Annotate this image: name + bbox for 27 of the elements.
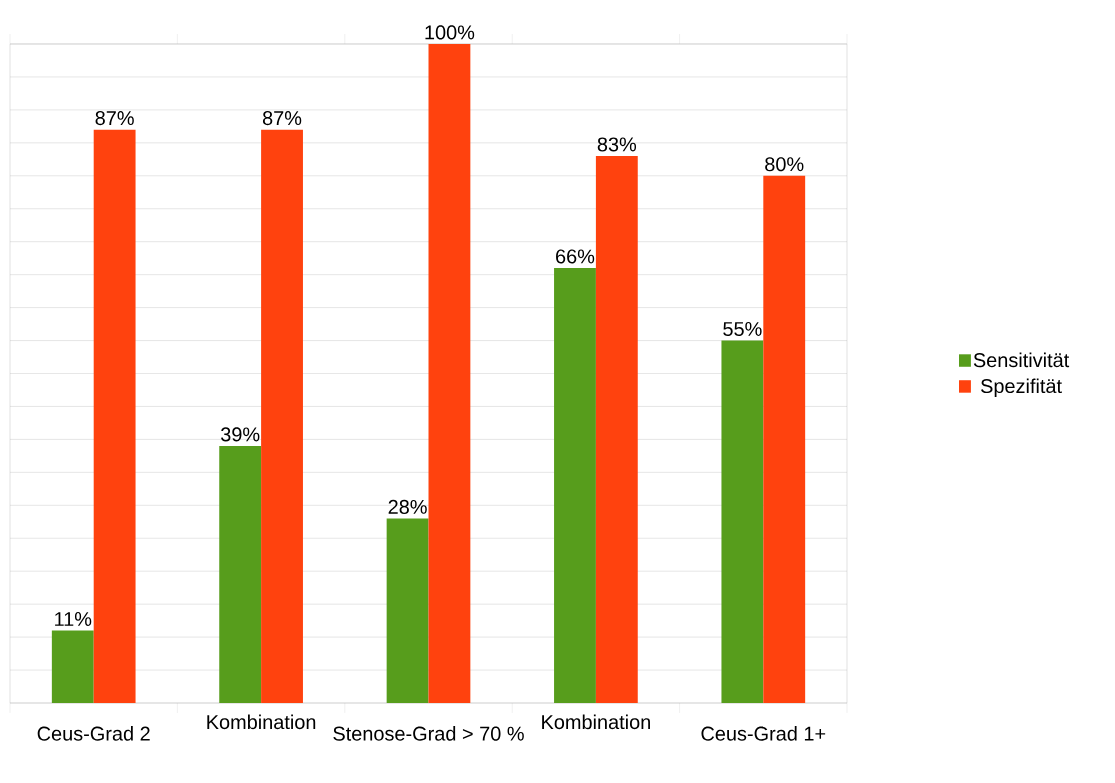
legend-label: Sensitivität bbox=[973, 352, 1070, 368]
bar bbox=[261, 129, 303, 703]
bar bbox=[428, 43, 471, 703]
bar bbox=[554, 268, 596, 703]
bar bbox=[721, 340, 764, 703]
data-label: 11% bbox=[55, 612, 92, 626]
data-label: 55% bbox=[723, 322, 762, 337]
bar bbox=[51, 630, 94, 703]
bar bbox=[386, 518, 429, 703]
data-label: 100% bbox=[425, 25, 475, 40]
x-tick-label: Stenose-Grad > 70 % bbox=[333, 726, 524, 741]
data-label: 80% bbox=[765, 157, 804, 172]
x-tick-label: Ceus-Grad 2 bbox=[37, 726, 150, 741]
bar bbox=[763, 175, 806, 703]
bar bbox=[595, 156, 638, 703]
bar bbox=[219, 445, 262, 703]
x-tick-label: Ceus-Grad 1+ bbox=[701, 726, 826, 741]
data-label: 66% bbox=[556, 249, 595, 264]
x-tick-label: Kombination bbox=[542, 714, 650, 730]
data-label: 87% bbox=[95, 111, 134, 126]
data-label: 87% bbox=[262, 111, 302, 126]
x-tick-label: Kombination bbox=[207, 714, 316, 730]
data-label: 83% bbox=[597, 137, 637, 152]
bar bbox=[93, 129, 136, 703]
data-label: 39% bbox=[221, 427, 260, 442]
data-label: 28% bbox=[388, 499, 427, 514]
legend-label: Spezifität bbox=[981, 378, 1062, 398]
